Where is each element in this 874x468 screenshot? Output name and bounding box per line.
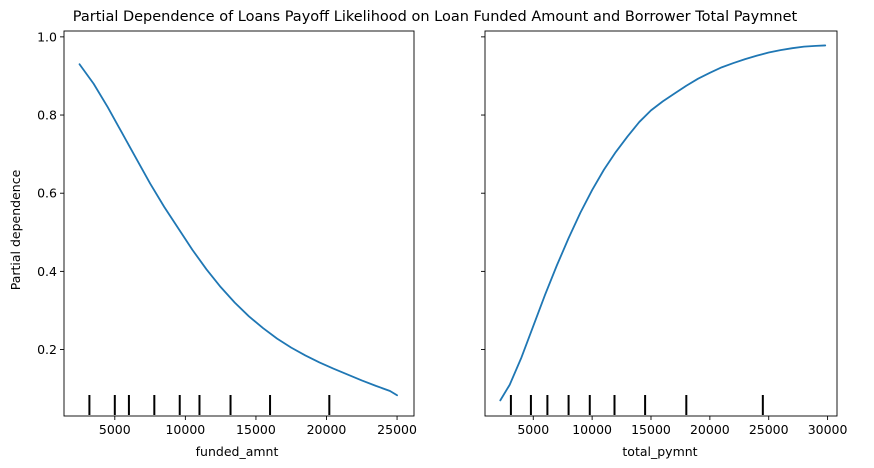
left-y-tick-label-0.4: 0.4 — [37, 264, 57, 279]
left-x-tick-label-25000: 25000 — [377, 422, 417, 437]
right-pd-curve — [499, 44, 827, 402]
left-y-tick-label-1: 1.0 — [37, 29, 57, 44]
left-y-tick-label-0.2: 0.2 — [37, 342, 57, 357]
left-x-axis-label: funded_amnt — [196, 444, 279, 459]
right-x-tick-label-25000: 25000 — [749, 422, 789, 437]
right-x-tick-label-20000: 20000 — [690, 422, 730, 437]
right-plot-panel: total_pymnt 5000 10000 15000 20000 25000 3000… — [481, 30, 848, 459]
left-y-tick-label-0.8: 0.8 — [37, 108, 57, 123]
left-plot-panel: funded_amnt Partial dependence 5000 10000… — [8, 29, 417, 459]
left-pd-curve — [78, 63, 398, 397]
chart-title: Partial Dependence of Loans Payoff Likel… — [73, 9, 798, 25]
right-x-tick-label-15000: 15000 — [631, 422, 671, 437]
left-x-tick-label-10000: 10000 — [165, 422, 205, 437]
right-x-tick-label-10000: 10000 — [572, 422, 612, 437]
right-x-tick-label-5000: 5000 — [517, 422, 549, 437]
right-axes-frame — [484, 30, 838, 417]
right-x-axis-label: total_pymnt — [622, 444, 697, 459]
left-x-tick-label-15000: 15000 — [236, 422, 276, 437]
left-x-tick-label-20000: 20000 — [307, 422, 347, 437]
left-x-tick-label-5000: 5000 — [99, 422, 131, 437]
left-axes-frame — [63, 30, 415, 417]
right-x-tick-label-30000: 30000 — [808, 422, 848, 437]
left-y-tick-label-0.6: 0.6 — [37, 186, 57, 201]
left-y-axis-label: Partial dependence — [8, 169, 23, 290]
